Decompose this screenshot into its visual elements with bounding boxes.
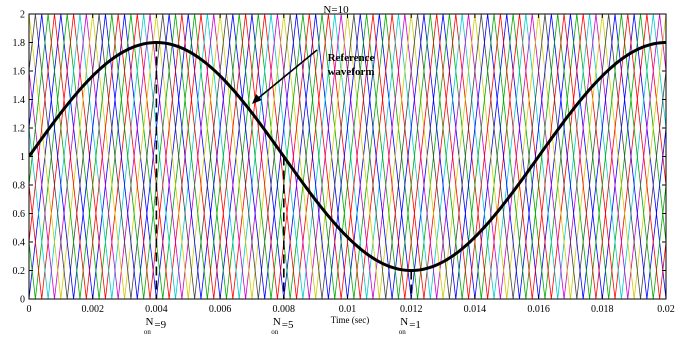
reference-series (29, 40, 666, 273)
reference-waveform-line (29, 40, 666, 273)
carrier-wave (29, 14, 666, 299)
x-tick-label: 0.014 (464, 304, 487, 315)
non-marker-label: Non=9 (144, 316, 167, 336)
non-marker-label: Non=1 (399, 316, 421, 336)
y-tick-label: 0.2 (13, 266, 26, 277)
reference-arrow-shaft (255, 49, 318, 101)
x-tick-label: 0.004 (145, 304, 168, 315)
carrier-wave (29, 14, 666, 299)
reference-annotation: Reference waveform (252, 49, 375, 104)
x-tick-label: 0.006 (209, 304, 232, 315)
y-tick-label: 1.8 (13, 38, 26, 49)
non-label-sub: on (271, 328, 279, 336)
carrier-waves (29, 14, 666, 299)
non-label-value: =1 (409, 319, 421, 331)
carrier-wave (29, 14, 666, 299)
y-tick-label: 1.6 (13, 67, 26, 78)
non-label-sub: on (144, 328, 152, 336)
non-label-value: =9 (154, 319, 166, 331)
x-tick-label: 0.016 (527, 304, 550, 315)
non-label-main: N (273, 316, 281, 328)
x-tick-label: 0.008 (273, 304, 296, 315)
x-tick-label: 0.012 (400, 304, 423, 315)
y-tick-label: 1.2 (13, 124, 26, 135)
x-axis-ticks: 0 0.002 0.004 0.006 0.008 0.01 0.012 0.014 0.016… (27, 14, 675, 315)
y-tick-label: 1.4 (13, 95, 26, 106)
x-tick-label: 0.002 (81, 304, 104, 315)
reference-label-line: waveform (327, 66, 374, 78)
nON-markers: Non=9 Non=5 Non=1 (144, 42, 421, 336)
carrier-wave (29, 14, 666, 299)
y-tick-label: 0.8 (13, 181, 26, 192)
carrier-wave (29, 14, 666, 299)
non-marker-label: Non=5 (271, 316, 294, 336)
x-axis-label: Time (sec) (331, 315, 369, 325)
non-label-value: =5 (282, 319, 294, 331)
y-tick-label: 0.6 (13, 209, 26, 220)
x-tick-label: 0.01 (339, 304, 357, 315)
non-label-main: N (400, 316, 408, 328)
x-tick-label: 0.02 (657, 304, 675, 315)
non-label-main: N (145, 316, 153, 328)
non-label-sub: on (399, 328, 407, 336)
reference-arrow-head (252, 94, 262, 104)
y-axis-ticks: 0 0.2 0.4 0.6 0.8 1 1.2 1.4 1.6 1.8 2 (13, 10, 666, 306)
y-tick-label: 0 (20, 295, 25, 306)
x-tick-label: 0 (27, 304, 32, 315)
x-tick-label: 0.018 (591, 304, 614, 315)
reference-label-line: Reference (328, 52, 375, 64)
y-tick-label: 1 (20, 152, 25, 163)
y-tick-label: 2 (20, 10, 25, 21)
y-tick-label: 0.4 (13, 238, 26, 249)
chart-title: N=10 (323, 4, 349, 16)
